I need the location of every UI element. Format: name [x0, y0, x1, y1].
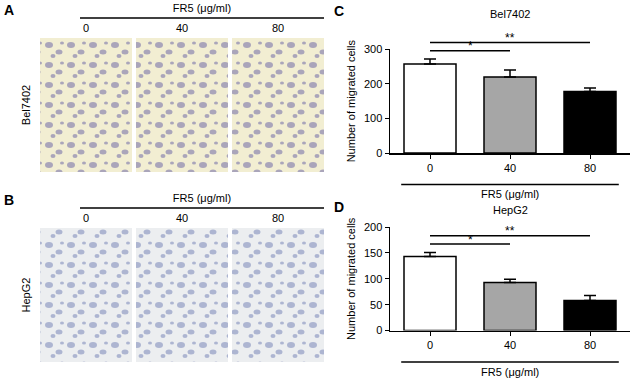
svg-text:300: 300: [364, 43, 382, 55]
svg-text:**: **: [505, 31, 515, 45]
svg-text:Bel7402: Bel7402: [20, 85, 32, 125]
svg-text:0: 0: [427, 339, 433, 351]
svg-text:80: 80: [272, 212, 284, 224]
svg-text:FR5 (μg/ml): FR5 (μg/ml): [481, 188, 539, 200]
svg-text:200: 200: [364, 221, 382, 233]
svg-text:A: A: [4, 2, 14, 18]
svg-text:FR5 (μg/ml): FR5 (μg/ml): [173, 2, 231, 14]
svg-text:C: C: [334, 3, 344, 19]
svg-text:**: **: [505, 224, 515, 238]
svg-text:80: 80: [272, 22, 284, 34]
svg-text:40: 40: [176, 212, 188, 224]
svg-text:50: 50: [370, 299, 382, 311]
svg-text:FR5 (μg/ml): FR5 (μg/ml): [481, 366, 539, 378]
svg-text:40: 40: [504, 162, 516, 174]
svg-text:0: 0: [376, 324, 382, 336]
svg-text:Number of migrated cells: Number of migrated cells: [345, 40, 357, 163]
svg-text:0: 0: [376, 147, 382, 159]
svg-text:*: *: [468, 233, 473, 247]
svg-text:Bel7402: Bel7402: [490, 8, 530, 20]
svg-text:40: 40: [504, 339, 516, 351]
svg-text:FR5 (μg/ml): FR5 (μg/ml): [173, 192, 231, 204]
svg-text:*: *: [468, 39, 473, 53]
svg-text:150: 150: [364, 247, 382, 259]
svg-text:0: 0: [427, 162, 433, 174]
svg-text:HepG2: HepG2: [493, 204, 528, 216]
svg-text:HepG2: HepG2: [20, 278, 32, 313]
svg-text:0: 0: [83, 212, 89, 224]
svg-text:80: 80: [584, 162, 596, 174]
svg-text:200: 200: [364, 78, 382, 90]
svg-text:100: 100: [364, 273, 382, 285]
svg-text:Number of migrated cells: Number of migrated cells: [345, 217, 357, 340]
svg-text:B: B: [4, 192, 14, 208]
svg-text:D: D: [334, 199, 344, 215]
svg-text:80: 80: [584, 339, 596, 351]
svg-text:40: 40: [176, 22, 188, 34]
svg-text:0: 0: [83, 22, 89, 34]
svg-text:100: 100: [364, 112, 382, 124]
